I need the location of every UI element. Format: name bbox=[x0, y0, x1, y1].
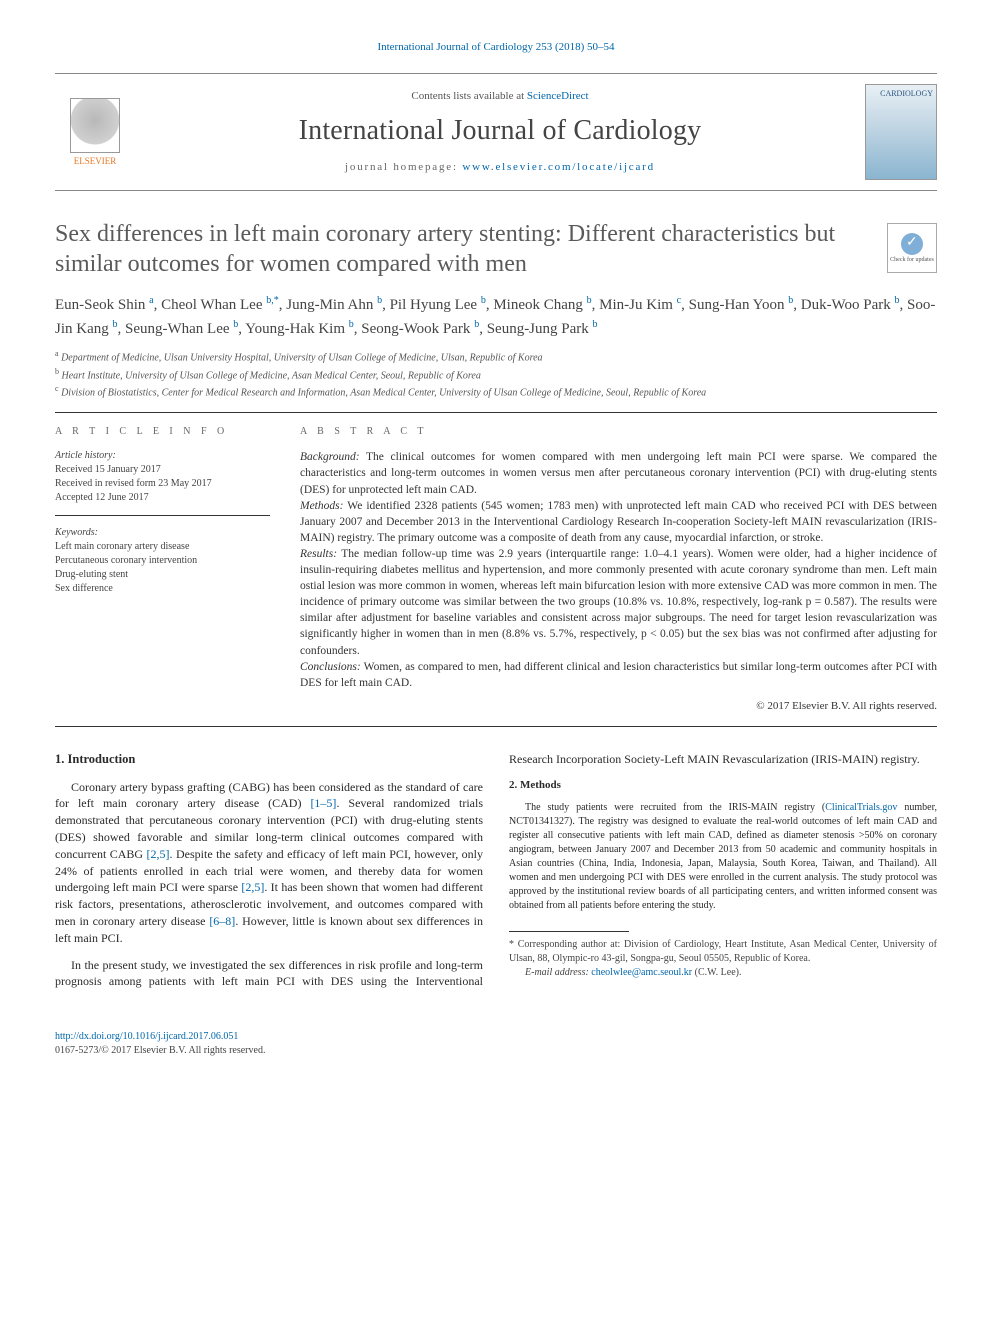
doi-block: http://dx.doi.org/10.1016/j.ijcard.2017.… bbox=[55, 1030, 937, 1058]
cover-label: CARDIOLOGY bbox=[880, 89, 933, 98]
affiliations: a Department of Medicine, Ulsan Universi… bbox=[55, 348, 937, 400]
citation-link[interactable]: [2,5] bbox=[241, 880, 264, 894]
keyword: Drug-eluting stent bbox=[55, 568, 270, 582]
methods-paragraph: The study patients were recruited from t… bbox=[509, 801, 937, 913]
abstract-copyright: © 2017 Elsevier B.V. All rights reserved… bbox=[300, 699, 937, 714]
clinicaltrials-link[interactable]: ClinicalTrials.gov bbox=[825, 802, 897, 813]
elsevier-tree-icon bbox=[70, 98, 120, 153]
corr-text: Corresponding author at: Division of Car… bbox=[509, 939, 937, 964]
citation-link[interactable]: [1–5] bbox=[310, 796, 336, 810]
article-info: A R T I C L E I N F O Article history: R… bbox=[55, 425, 270, 714]
contents-available: Contents lists available at ScienceDirec… bbox=[135, 89, 865, 104]
email-suffix: (C.W. Lee). bbox=[692, 967, 741, 978]
author: Sung-Han Yoon b bbox=[689, 297, 794, 313]
received-date: Received 15 January 2017 bbox=[55, 463, 270, 477]
article-title: Sex differences in left main coronary ar… bbox=[55, 219, 937, 279]
keyword: Percutaneous coronary intervention bbox=[55, 554, 270, 568]
footnote-divider bbox=[509, 931, 629, 932]
author: Young-Hak Kim b bbox=[245, 321, 353, 337]
running-citation: International Journal of Cardiology 253 … bbox=[55, 40, 937, 55]
methods-heading: 2. Methods bbox=[509, 778, 937, 793]
intro-heading: 1. Introduction bbox=[55, 751, 483, 769]
journal-homepage: journal homepage: www.elsevier.com/locat… bbox=[135, 160, 865, 175]
contents-available-text: Contents lists available at bbox=[411, 90, 526, 102]
check-updates-icon[interactable]: Check for updates bbox=[887, 223, 937, 273]
abstract-methods: Methods: We identified 2328 patients (54… bbox=[300, 498, 937, 546]
abstract-results: Results: The median follow-up time was 2… bbox=[300, 546, 937, 659]
author: Seong-Wook Park b bbox=[361, 321, 479, 337]
corresponding-footnote: * Corresponding author at: Division of C… bbox=[509, 931, 937, 980]
keyword: Left main coronary artery disease bbox=[55, 540, 270, 554]
abstract-conclusions: Conclusions: Women, as compared to men, … bbox=[300, 659, 937, 691]
accepted-date: Accepted 12 June 2017 bbox=[55, 491, 270, 505]
author-list: Eun-Seok Shin a, Cheol Whan Lee b,*, Jun… bbox=[55, 293, 937, 340]
publisher-name: ELSEVIER bbox=[74, 155, 117, 168]
journal-title: International Journal of Cardiology bbox=[135, 111, 865, 150]
email-label: E-mail address: bbox=[525, 967, 591, 978]
revised-date: Received in revised form 23 May 2017 bbox=[55, 477, 270, 491]
abstract-background: Background: The clinical outcomes for wo… bbox=[300, 449, 937, 497]
sciencedirect-link[interactable]: ScienceDirect bbox=[527, 90, 589, 102]
masthead-center: Contents lists available at ScienceDirec… bbox=[135, 89, 865, 175]
keywords-label: Keywords: bbox=[55, 526, 270, 540]
divider bbox=[55, 726, 937, 727]
author: Pil Hyung Lee b bbox=[390, 297, 486, 313]
email-link[interactable]: cheolwlee@amc.seoul.kr bbox=[591, 967, 692, 978]
check-updates-label: Check for updates bbox=[890, 257, 934, 265]
author: Eun-Seok Shin a bbox=[55, 297, 154, 313]
body-text: 1. Introduction Coronary artery bypass g… bbox=[55, 751, 937, 990]
citation-link[interactable]: [2,5] bbox=[147, 847, 170, 861]
affiliation-c: c Division of Biostatistics, Center for … bbox=[55, 383, 937, 400]
article-info-heading: A R T I C L E I N F O bbox=[55, 425, 270, 439]
author: Mineok Chang b bbox=[493, 297, 591, 313]
affiliation-b: b Heart Institute, University of Ulsan C… bbox=[55, 366, 937, 383]
doi-link[interactable]: http://dx.doi.org/10.1016/j.ijcard.2017.… bbox=[55, 1030, 937, 1044]
issn-copyright: 0167-5273/© 2017 Elsevier B.V. All right… bbox=[55, 1044, 937, 1058]
citation-link[interactable]: [6–8] bbox=[209, 914, 235, 928]
article-title-text: Sex differences in left main coronary ar… bbox=[55, 221, 835, 277]
author: Min-Ju Kim c bbox=[599, 297, 681, 313]
homepage-link[interactable]: www.elsevier.com/locate/ijcard bbox=[462, 161, 655, 173]
abstract-heading: A B S T R A C T bbox=[300, 425, 937, 439]
affiliation-a: a Department of Medicine, Ulsan Universi… bbox=[55, 348, 937, 365]
keywords-block: Keywords: Left main coronary artery dise… bbox=[55, 526, 270, 596]
intro-paragraph: Coronary artery bypass grafting (CABG) h… bbox=[55, 779, 483, 947]
keyword: Sex difference bbox=[55, 582, 270, 596]
author: Jung-Min Ahn b bbox=[286, 297, 382, 313]
info-abstract-row: A R T I C L E I N F O Article history: R… bbox=[55, 425, 937, 714]
author: Duk-Woo Park b bbox=[801, 297, 900, 313]
journal-masthead: ELSEVIER Contents lists available at Sci… bbox=[55, 73, 937, 191]
checkmark-icon bbox=[901, 233, 923, 255]
author: Seung-Whan Lee b bbox=[125, 321, 238, 337]
divider bbox=[55, 412, 937, 413]
elsevier-logo-icon: ELSEVIER bbox=[55, 87, 135, 177]
author: Seung-Jung Park b bbox=[487, 321, 598, 337]
homepage-label: journal homepage: bbox=[345, 161, 462, 173]
journal-cover-icon: CARDIOLOGY bbox=[865, 84, 937, 180]
article-history: Article history: Received 15 January 201… bbox=[55, 449, 270, 516]
history-label: Article history: bbox=[55, 449, 270, 463]
abstract: A B S T R A C T Background: The clinical… bbox=[300, 425, 937, 714]
author: Cheol Whan Lee b,* bbox=[161, 297, 279, 313]
